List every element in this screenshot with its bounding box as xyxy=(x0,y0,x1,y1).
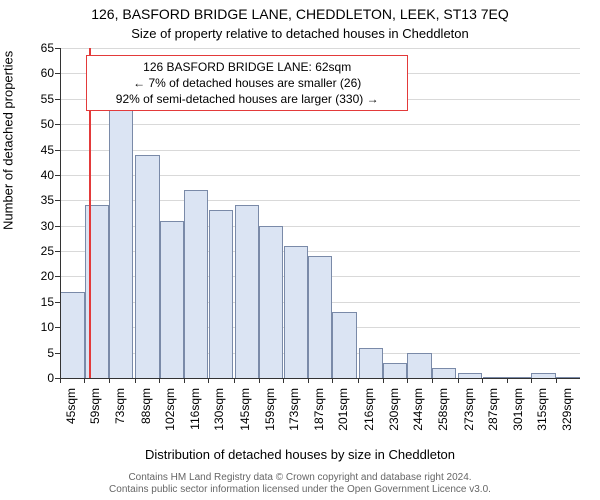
histogram-bar xyxy=(284,246,308,378)
xtick-label: 145sqm xyxy=(238,388,252,448)
histogram-bar xyxy=(60,292,84,378)
xtick-label: 230sqm xyxy=(387,388,401,448)
y-axis-label: Number of detached properties xyxy=(1,51,16,230)
xtick-label: 315sqm xyxy=(535,388,549,448)
histogram-bar xyxy=(332,312,356,378)
grid-line xyxy=(60,48,580,49)
info-box: 126 BASFORD BRIDGE LANE: 62sqm← 7% of de… xyxy=(86,55,408,112)
xtick-label: 273sqm xyxy=(462,388,476,448)
xtick-label: 244sqm xyxy=(411,388,425,448)
histogram-bar xyxy=(259,226,283,378)
ytick-label: 40 xyxy=(26,168,54,182)
xtick-label: 216sqm xyxy=(362,388,376,448)
xtick-label: 258sqm xyxy=(436,388,450,448)
xtick-label: 173sqm xyxy=(287,388,301,448)
histogram-bar xyxy=(383,363,407,378)
xtick-label: 116sqm xyxy=(188,388,202,448)
ytick-label: 15 xyxy=(26,295,54,309)
plot-area: 0510152025303540455055606545sqm59sqm73sq… xyxy=(60,48,580,378)
x-axis-line xyxy=(60,378,580,379)
grid-line xyxy=(60,124,580,125)
histogram-bar xyxy=(209,210,233,378)
histogram-bar xyxy=(407,353,431,378)
xtick-label: 187sqm xyxy=(312,388,326,448)
grid-line xyxy=(60,150,580,151)
footer-line-2: Contains public sector information licen… xyxy=(0,484,600,496)
ytick-label: 50 xyxy=(26,117,54,131)
ytick-label: 20 xyxy=(26,269,54,283)
xtick-label: 59sqm xyxy=(88,388,102,448)
ytick-label: 60 xyxy=(26,66,54,80)
ytick-label: 25 xyxy=(26,244,54,258)
histogram-bar xyxy=(160,221,184,378)
histogram-bar xyxy=(109,94,133,378)
xtick-label: 130sqm xyxy=(212,388,226,448)
xtick-label: 329sqm xyxy=(560,388,574,448)
histogram-bar xyxy=(184,190,208,378)
footer: Contains HM Land Registry data © Crown c… xyxy=(0,472,600,496)
ytick-label: 30 xyxy=(26,219,54,233)
histogram-bar xyxy=(432,368,456,378)
xtick-label: 88sqm xyxy=(139,388,153,448)
x-axis-label: Distribution of detached houses by size … xyxy=(0,447,600,462)
info-box-line: ← 7% of detached houses are smaller (26) xyxy=(93,75,401,91)
ytick-label: 5 xyxy=(26,346,54,360)
footer-line-1: Contains HM Land Registry data © Crown c… xyxy=(0,472,600,484)
y-axis-line xyxy=(60,48,61,378)
xtick-label: 73sqm xyxy=(113,388,127,448)
info-box-line: 126 BASFORD BRIDGE LANE: 62sqm xyxy=(93,59,401,75)
ytick-label: 65 xyxy=(26,41,54,55)
title-line-2: Size of property relative to detached ho… xyxy=(0,26,600,41)
histogram-bar xyxy=(359,348,383,378)
ytick-label: 55 xyxy=(26,92,54,106)
xtick-label: 102sqm xyxy=(163,388,177,448)
ytick-label: 35 xyxy=(26,193,54,207)
xtick-label: 201sqm xyxy=(336,388,350,448)
info-box-line: 92% of semi-detached houses are larger (… xyxy=(93,91,401,107)
ytick-label: 10 xyxy=(26,320,54,334)
histogram-bar xyxy=(135,155,159,378)
xtick-label: 159sqm xyxy=(263,388,277,448)
xtick-label: 45sqm xyxy=(64,388,78,448)
xtick-label: 287sqm xyxy=(486,388,500,448)
histogram-bar xyxy=(308,256,332,378)
ytick-label: 0 xyxy=(26,371,54,385)
chart-container: 126, BASFORD BRIDGE LANE, CHEDDLETON, LE… xyxy=(0,0,600,500)
ytick-label: 45 xyxy=(26,143,54,157)
xtick-label: 301sqm xyxy=(511,388,525,448)
title-line-1: 126, BASFORD BRIDGE LANE, CHEDDLETON, LE… xyxy=(0,6,600,22)
histogram-bar xyxy=(235,205,259,378)
